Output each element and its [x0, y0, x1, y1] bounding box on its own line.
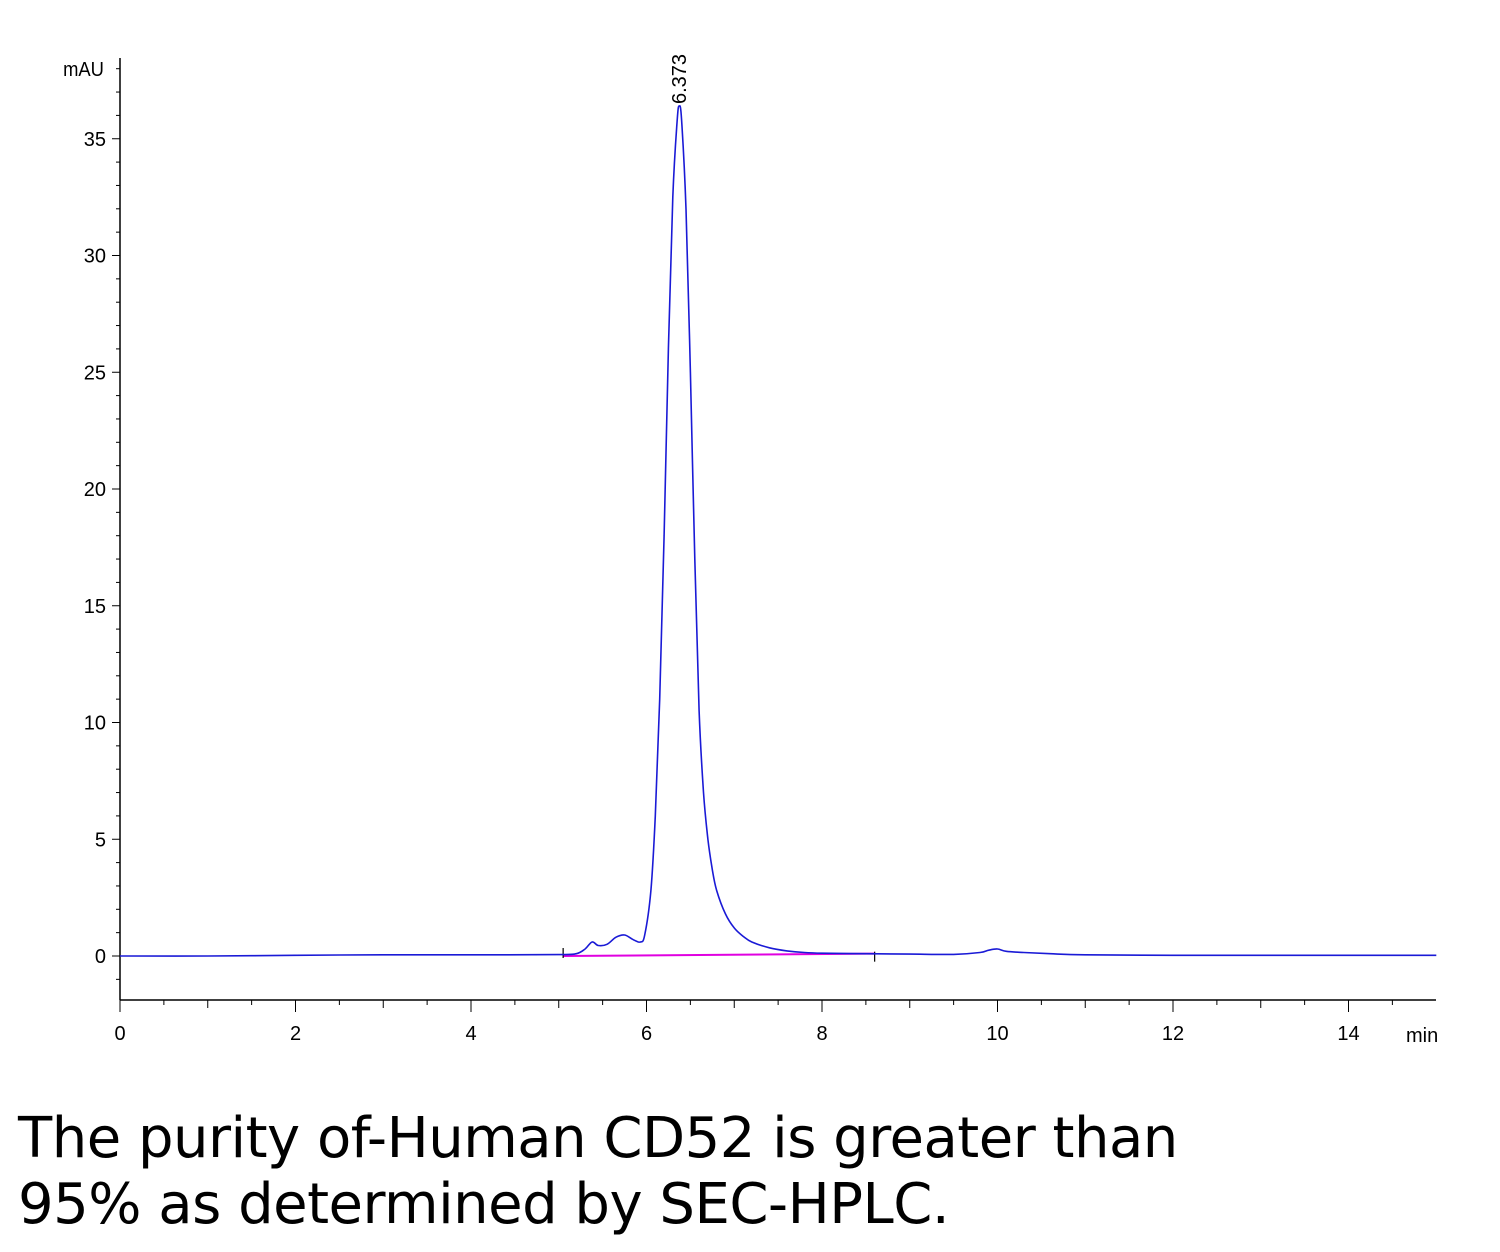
y-tick-label: 30: [84, 246, 106, 268]
peak-label: 6.373: [669, 54, 691, 104]
y-tick-label: 25: [84, 362, 106, 384]
x-tick-label: 8: [816, 1023, 827, 1045]
x-axis-label: min: [1406, 1025, 1438, 1047]
plot-area: 6.373: [119, 54, 1437, 962]
y-tick-label: 5: [95, 829, 106, 851]
x-tick-label: 14: [1337, 1023, 1359, 1045]
caption: The purity of-Human CD52 is greater than…: [18, 1106, 1478, 1238]
y-tick-label: 0: [95, 946, 106, 968]
y-axis-label: mAU: [63, 59, 104, 81]
x-tick-label: 12: [1162, 1023, 1184, 1045]
y-tick-label: 15: [84, 596, 106, 618]
y-tick-label: 20: [84, 479, 106, 501]
x-tick-label: 4: [465, 1023, 476, 1045]
chromatogram-trace: [119, 105, 1437, 957]
y-axis: 0 5 10 15 20 25 30 35: [84, 58, 121, 1000]
x-tick-label: 10: [986, 1023, 1008, 1045]
caption-line-2: 95% as determined by SEC-HPLC.: [18, 1172, 950, 1237]
hplc-chromatogram: 0 5 10 15 20 25 30 35 0 2 4 6 8 10 12 14 6.373 mAU min: [63, 54, 1438, 1047]
x-axis: 0 2 4 6 8 10 12 14: [114, 999, 1436, 1045]
y-tick-label: 35: [84, 129, 106, 151]
y-tick-label: 10: [84, 713, 106, 735]
x-tick-label: 0: [114, 1023, 125, 1045]
caption-line-1: The purity of-Human CD52 is greater than: [18, 1106, 1178, 1171]
integration-baseline: [563, 952, 875, 957]
x-tick-label: 6: [641, 1023, 652, 1045]
x-tick-label: 2: [290, 1023, 301, 1045]
